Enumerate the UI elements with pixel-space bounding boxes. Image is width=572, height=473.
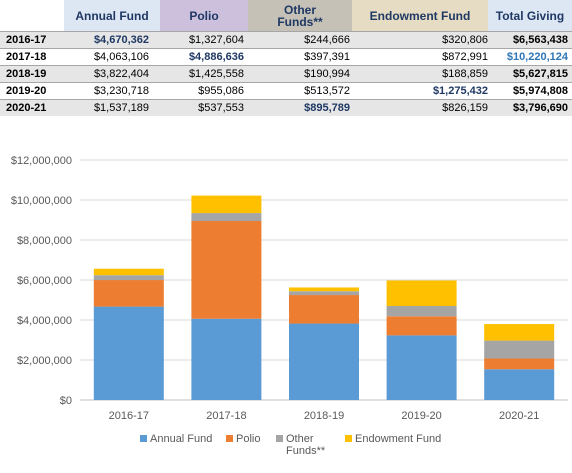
y-tick-label: $10,000,000 bbox=[11, 195, 72, 207]
total-giving-cell: $5,974,808 bbox=[512, 85, 568, 97]
table-row: 2017-18 $4,063,106 $4,886,636 $397,391 $872,… bbox=[0, 48, 572, 65]
bar-annual-fund-2019-20 bbox=[386, 335, 457, 400]
year-cell: 2018-19 bbox=[6, 68, 47, 80]
endowment-fund-cell: $872,991 bbox=[442, 51, 488, 63]
total-giving-cell: $5,627,815 bbox=[512, 68, 568, 80]
legend-label: Polio bbox=[236, 433, 260, 445]
y-tick-label: $4,000,000 bbox=[17, 315, 72, 327]
legend-label: Funds** bbox=[286, 445, 326, 457]
y-tick-label: $8,000,000 bbox=[17, 235, 72, 247]
total-giving-cell: $6,563,438 bbox=[512, 34, 568, 46]
header-polio: Polio bbox=[160, 0, 248, 31]
x-tick-label: 2016-17 bbox=[109, 410, 149, 422]
giving-table: Annual Fund Polio Other Funds** Endowmen… bbox=[0, 0, 572, 116]
year-cell: 2020-21 bbox=[6, 102, 47, 114]
legend-label: Other bbox=[286, 433, 314, 445]
bar-other-funds-2020-21 bbox=[484, 340, 555, 359]
header-other-line1: Other bbox=[283, 2, 316, 17]
polio-cell: $955,086 bbox=[198, 85, 244, 97]
header-other-funds: Other Funds** bbox=[248, 0, 352, 31]
legend-swatch bbox=[345, 435, 352, 442]
total-giving-cell: $3,796,690 bbox=[512, 102, 568, 114]
x-tick-label: 2017-18 bbox=[206, 410, 246, 422]
bar-endowment-fund-2016-17 bbox=[93, 268, 164, 276]
x-tick-label: 2018-19 bbox=[304, 410, 344, 422]
bar-other-funds-2017-18 bbox=[191, 213, 262, 222]
polio-cell: $1,425,558 bbox=[188, 68, 244, 80]
legend-label: Endowment Fund bbox=[355, 433, 441, 445]
bar-endowment-fund-2018-19 bbox=[289, 287, 359, 292]
legend-swatch bbox=[140, 435, 147, 442]
legend-swatch bbox=[226, 435, 233, 442]
bar-annual-fund-2020-21 bbox=[484, 369, 555, 400]
other-funds-cell: $190,994 bbox=[304, 68, 350, 80]
endowment-fund-cell: $188,859 bbox=[442, 68, 488, 80]
annual-fund-cell: $4,063,106 bbox=[93, 51, 149, 63]
bar-polio-2019-20 bbox=[386, 316, 457, 336]
bar-annual-fund-2016-17 bbox=[93, 306, 164, 400]
y-tick-label: $0 bbox=[60, 395, 72, 407]
polio-cell: $4,886,636 bbox=[188, 51, 244, 63]
other-funds-cell: $513,572 bbox=[304, 85, 350, 97]
bar-endowment-fund-2019-20 bbox=[386, 280, 457, 307]
total-giving-cell: $10,220,124 bbox=[506, 51, 568, 63]
header-annual-fund: Annual Fund bbox=[64, 0, 160, 31]
bar-endowment-fund-2020-21 bbox=[484, 324, 555, 341]
table-row: 2020-21 $1,537,189 $537,553 $895,789 $826,15… bbox=[0, 99, 572, 116]
bar-other-funds-2018-19 bbox=[289, 291, 359, 296]
legend-swatch bbox=[276, 435, 283, 442]
bar-polio-2017-18 bbox=[191, 221, 262, 319]
header-endowment-fund: Endowment Fund bbox=[352, 0, 488, 31]
endowment-fund-cell: $826,159 bbox=[442, 102, 488, 114]
bar-other-funds-2019-20 bbox=[386, 306, 457, 317]
year-cell: 2019-20 bbox=[6, 85, 47, 97]
polio-cell: $1,327,604 bbox=[188, 34, 244, 46]
other-funds-cell: $244,666 bbox=[304, 34, 350, 46]
year-cell: 2017-18 bbox=[6, 51, 47, 63]
annual-fund-cell: $3,230,718 bbox=[93, 85, 149, 97]
bar-polio-2018-19 bbox=[289, 295, 359, 324]
stacked-bar-chart: $0 $2,000,000 $4,000,000 $6,000,000 $8,000,0… bbox=[11, 155, 568, 457]
endowment-fund-cell: $1,275,432 bbox=[432, 85, 488, 97]
table-row: 2016-17 $4,670,362 $1,327,604 $244,666 $320,… bbox=[0, 31, 572, 48]
annual-fund-cell: $4,670,362 bbox=[93, 34, 149, 46]
bar-annual-fund-2017-18 bbox=[191, 318, 262, 400]
x-tick-label: 2019-20 bbox=[401, 410, 441, 422]
table-row: 2018-19 $3,822,404 $1,425,558 $190,994 $188,… bbox=[0, 65, 572, 82]
annual-fund-cell: $3,822,404 bbox=[93, 68, 149, 80]
y-tick-label: $2,000,000 bbox=[17, 355, 72, 367]
table-row: 2019-20 $3,230,718 $955,086 $513,572 $1,275,… bbox=[0, 82, 572, 99]
x-tick-label: 2020-21 bbox=[499, 410, 539, 422]
bar-other-funds-2016-17 bbox=[93, 275, 164, 281]
year-cell: 2016-17 bbox=[6, 34, 47, 46]
y-tick-label: $6,000,000 bbox=[17, 275, 72, 287]
polio-cell: $537,553 bbox=[198, 102, 244, 114]
bar-annual-fund-2018-19 bbox=[289, 323, 359, 400]
annual-fund-cell: $1,537,189 bbox=[93, 102, 149, 114]
bar-endowment-fund-2017-18 bbox=[191, 195, 262, 214]
endowment-fund-cell: $320,806 bbox=[442, 34, 488, 46]
legend-label: Annual Fund bbox=[150, 433, 212, 445]
header-other-line2: Funds** bbox=[277, 14, 323, 29]
y-tick-label: $12,000,000 bbox=[11, 155, 72, 167]
bar-polio-2020-21 bbox=[484, 358, 555, 370]
other-funds-cell: $895,789 bbox=[304, 102, 350, 114]
header-total-giving: Total Giving bbox=[488, 0, 572, 31]
bar-polio-2016-17 bbox=[93, 280, 164, 307]
other-funds-cell: $397,391 bbox=[304, 51, 350, 63]
